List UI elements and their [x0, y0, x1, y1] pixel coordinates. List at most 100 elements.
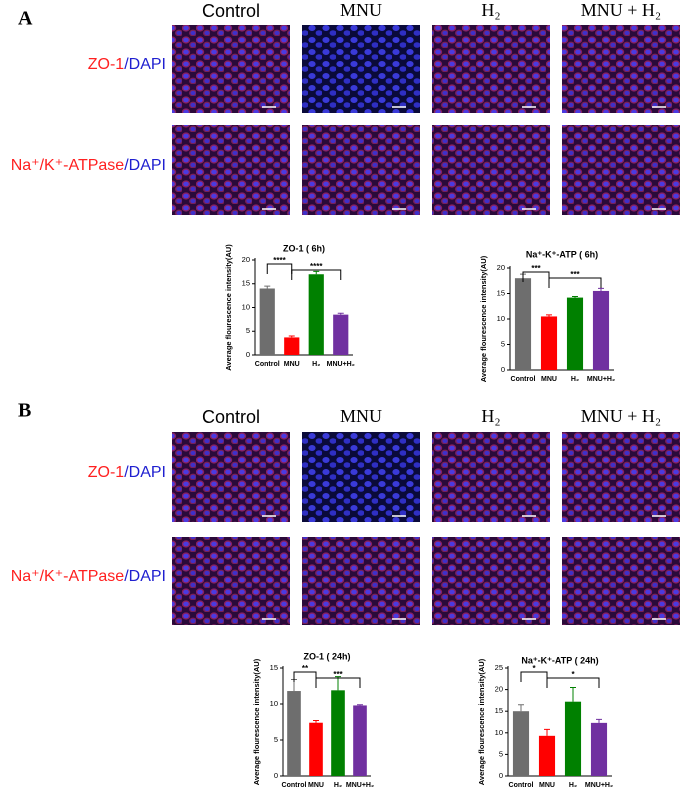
- significance-bracket: [315, 677, 361, 688]
- error-bar: [596, 718, 602, 723]
- y-tick-label: 5: [246, 326, 250, 335]
- x-tick-label: H₂: [334, 782, 342, 789]
- significance-label: **: [302, 664, 309, 673]
- counterstain-label: /DAPI: [124, 464, 166, 481]
- bar: [284, 337, 300, 355]
- bar: [538, 735, 556, 776]
- micrograph: [432, 537, 550, 625]
- counterstain-label: /DAPI: [124, 568, 166, 585]
- micrograph: [172, 537, 290, 625]
- counterstain-label: /DAPI: [124, 157, 166, 174]
- micrograph: [562, 432, 680, 522]
- y-tick-label: 15: [270, 663, 278, 672]
- row-label: Na⁺/K⁺-ATPase/DAPI: [11, 568, 166, 585]
- chart-title: Na⁺-K⁺-ATP ( 24h): [521, 655, 598, 665]
- bar: [512, 711, 530, 776]
- x-tick-label: MNU: [308, 782, 324, 789]
- column-header: Control: [202, 1, 260, 21]
- bar: [540, 316, 558, 370]
- error-bar: [288, 335, 295, 338]
- x-tick-label: Control: [509, 782, 534, 789]
- significance-bracket: [546, 677, 600, 688]
- micrograph: [172, 432, 290, 522]
- y-tick-label: 15: [495, 706, 503, 715]
- bar: [564, 701, 582, 776]
- x-tick-label: Control: [282, 782, 307, 789]
- counterstain-label: /DAPI: [124, 56, 166, 73]
- bar: [287, 691, 301, 776]
- y-tick-label: 0: [274, 771, 278, 780]
- significance-bracket: [548, 277, 602, 288]
- significance-bracket: [522, 271, 550, 282]
- y-tick-label: 0: [499, 771, 503, 780]
- y-tick-label: 5: [501, 339, 505, 348]
- significance-bracket: [520, 671, 548, 682]
- y-tick-label: 10: [242, 302, 250, 311]
- error-bar: [544, 728, 550, 736]
- y-tick-label: 15: [497, 288, 505, 297]
- error-bar: [518, 704, 524, 712]
- y-axis-label: Average flourescence intensity(AU): [224, 244, 233, 371]
- bar: [259, 288, 275, 355]
- x-tick-label: MNU: [284, 361, 300, 368]
- y-axis-label: Average flourescence intensity(AU): [252, 658, 261, 785]
- bar: [333, 314, 349, 355]
- x-tick-label: MNU+H₂: [587, 376, 615, 383]
- error-bar: [570, 686, 576, 702]
- bar: [308, 274, 324, 355]
- x-tick-label: H₂: [312, 361, 320, 368]
- panel-label: B: [18, 400, 31, 422]
- significance-label: *: [571, 670, 575, 679]
- chart-title: ZO-1 ( 6h): [283, 243, 325, 253]
- micrograph: [432, 25, 550, 113]
- bar: [514, 278, 532, 370]
- panel-label: A: [18, 8, 33, 30]
- y-tick-label: 5: [274, 735, 278, 744]
- y-tick-label: 5: [499, 749, 503, 758]
- significance-bracket: [291, 269, 342, 280]
- x-tick-label: MNU: [539, 782, 555, 789]
- row-label: ZO-1/DAPI: [88, 464, 166, 481]
- micrograph: [562, 537, 680, 625]
- stain-label: ZO-1: [88, 464, 125, 481]
- y-tick-label: 20: [495, 685, 503, 694]
- column-header: MNU: [340, 0, 382, 20]
- bar: [331, 690, 345, 776]
- significance-label: ***: [333, 670, 343, 679]
- bar: [566, 297, 584, 370]
- error-bar: [546, 314, 552, 317]
- column-header: H₂: [481, 406, 500, 426]
- micrograph: [432, 125, 550, 215]
- error-bar: [598, 287, 604, 291]
- error-bar: [337, 312, 344, 315]
- x-tick-label: MNU+H₂: [585, 782, 613, 789]
- micrograph: [172, 125, 290, 215]
- bar: [353, 705, 367, 776]
- x-tick-label: H₂: [571, 376, 579, 383]
- micrograph: [432, 432, 550, 522]
- significance-bracket: [266, 263, 293, 274]
- x-tick-label: Control: [511, 376, 536, 383]
- column-header: MNU + H₂: [581, 406, 661, 426]
- y-tick-label: 25: [495, 663, 503, 672]
- error-bar: [572, 296, 578, 298]
- stain-label: Na⁺/K⁺-ATPase: [11, 157, 125, 174]
- bar: [590, 722, 608, 776]
- column-header: MNU + H₂: [581, 0, 661, 20]
- y-tick-label: 15: [242, 279, 250, 288]
- micrograph: [302, 25, 420, 113]
- x-tick-label: MNU+H₂: [346, 782, 374, 789]
- stain-label: Na⁺/K⁺-ATPase: [11, 568, 125, 585]
- y-tick-label: 10: [497, 314, 505, 323]
- micrograph: [562, 25, 680, 113]
- row-label: Na⁺/K⁺-ATPase/DAPI: [11, 157, 166, 174]
- y-tick-label: 0: [501, 365, 505, 374]
- significance-bracket: [293, 671, 317, 682]
- error-bar: [313, 270, 320, 275]
- column-header: H₂: [481, 0, 500, 20]
- y-axis-label: Average flourescence intensity(AU): [477, 658, 486, 785]
- micrograph: [302, 432, 420, 522]
- y-tick-label: 20: [497, 263, 505, 272]
- error-bar: [357, 704, 363, 706]
